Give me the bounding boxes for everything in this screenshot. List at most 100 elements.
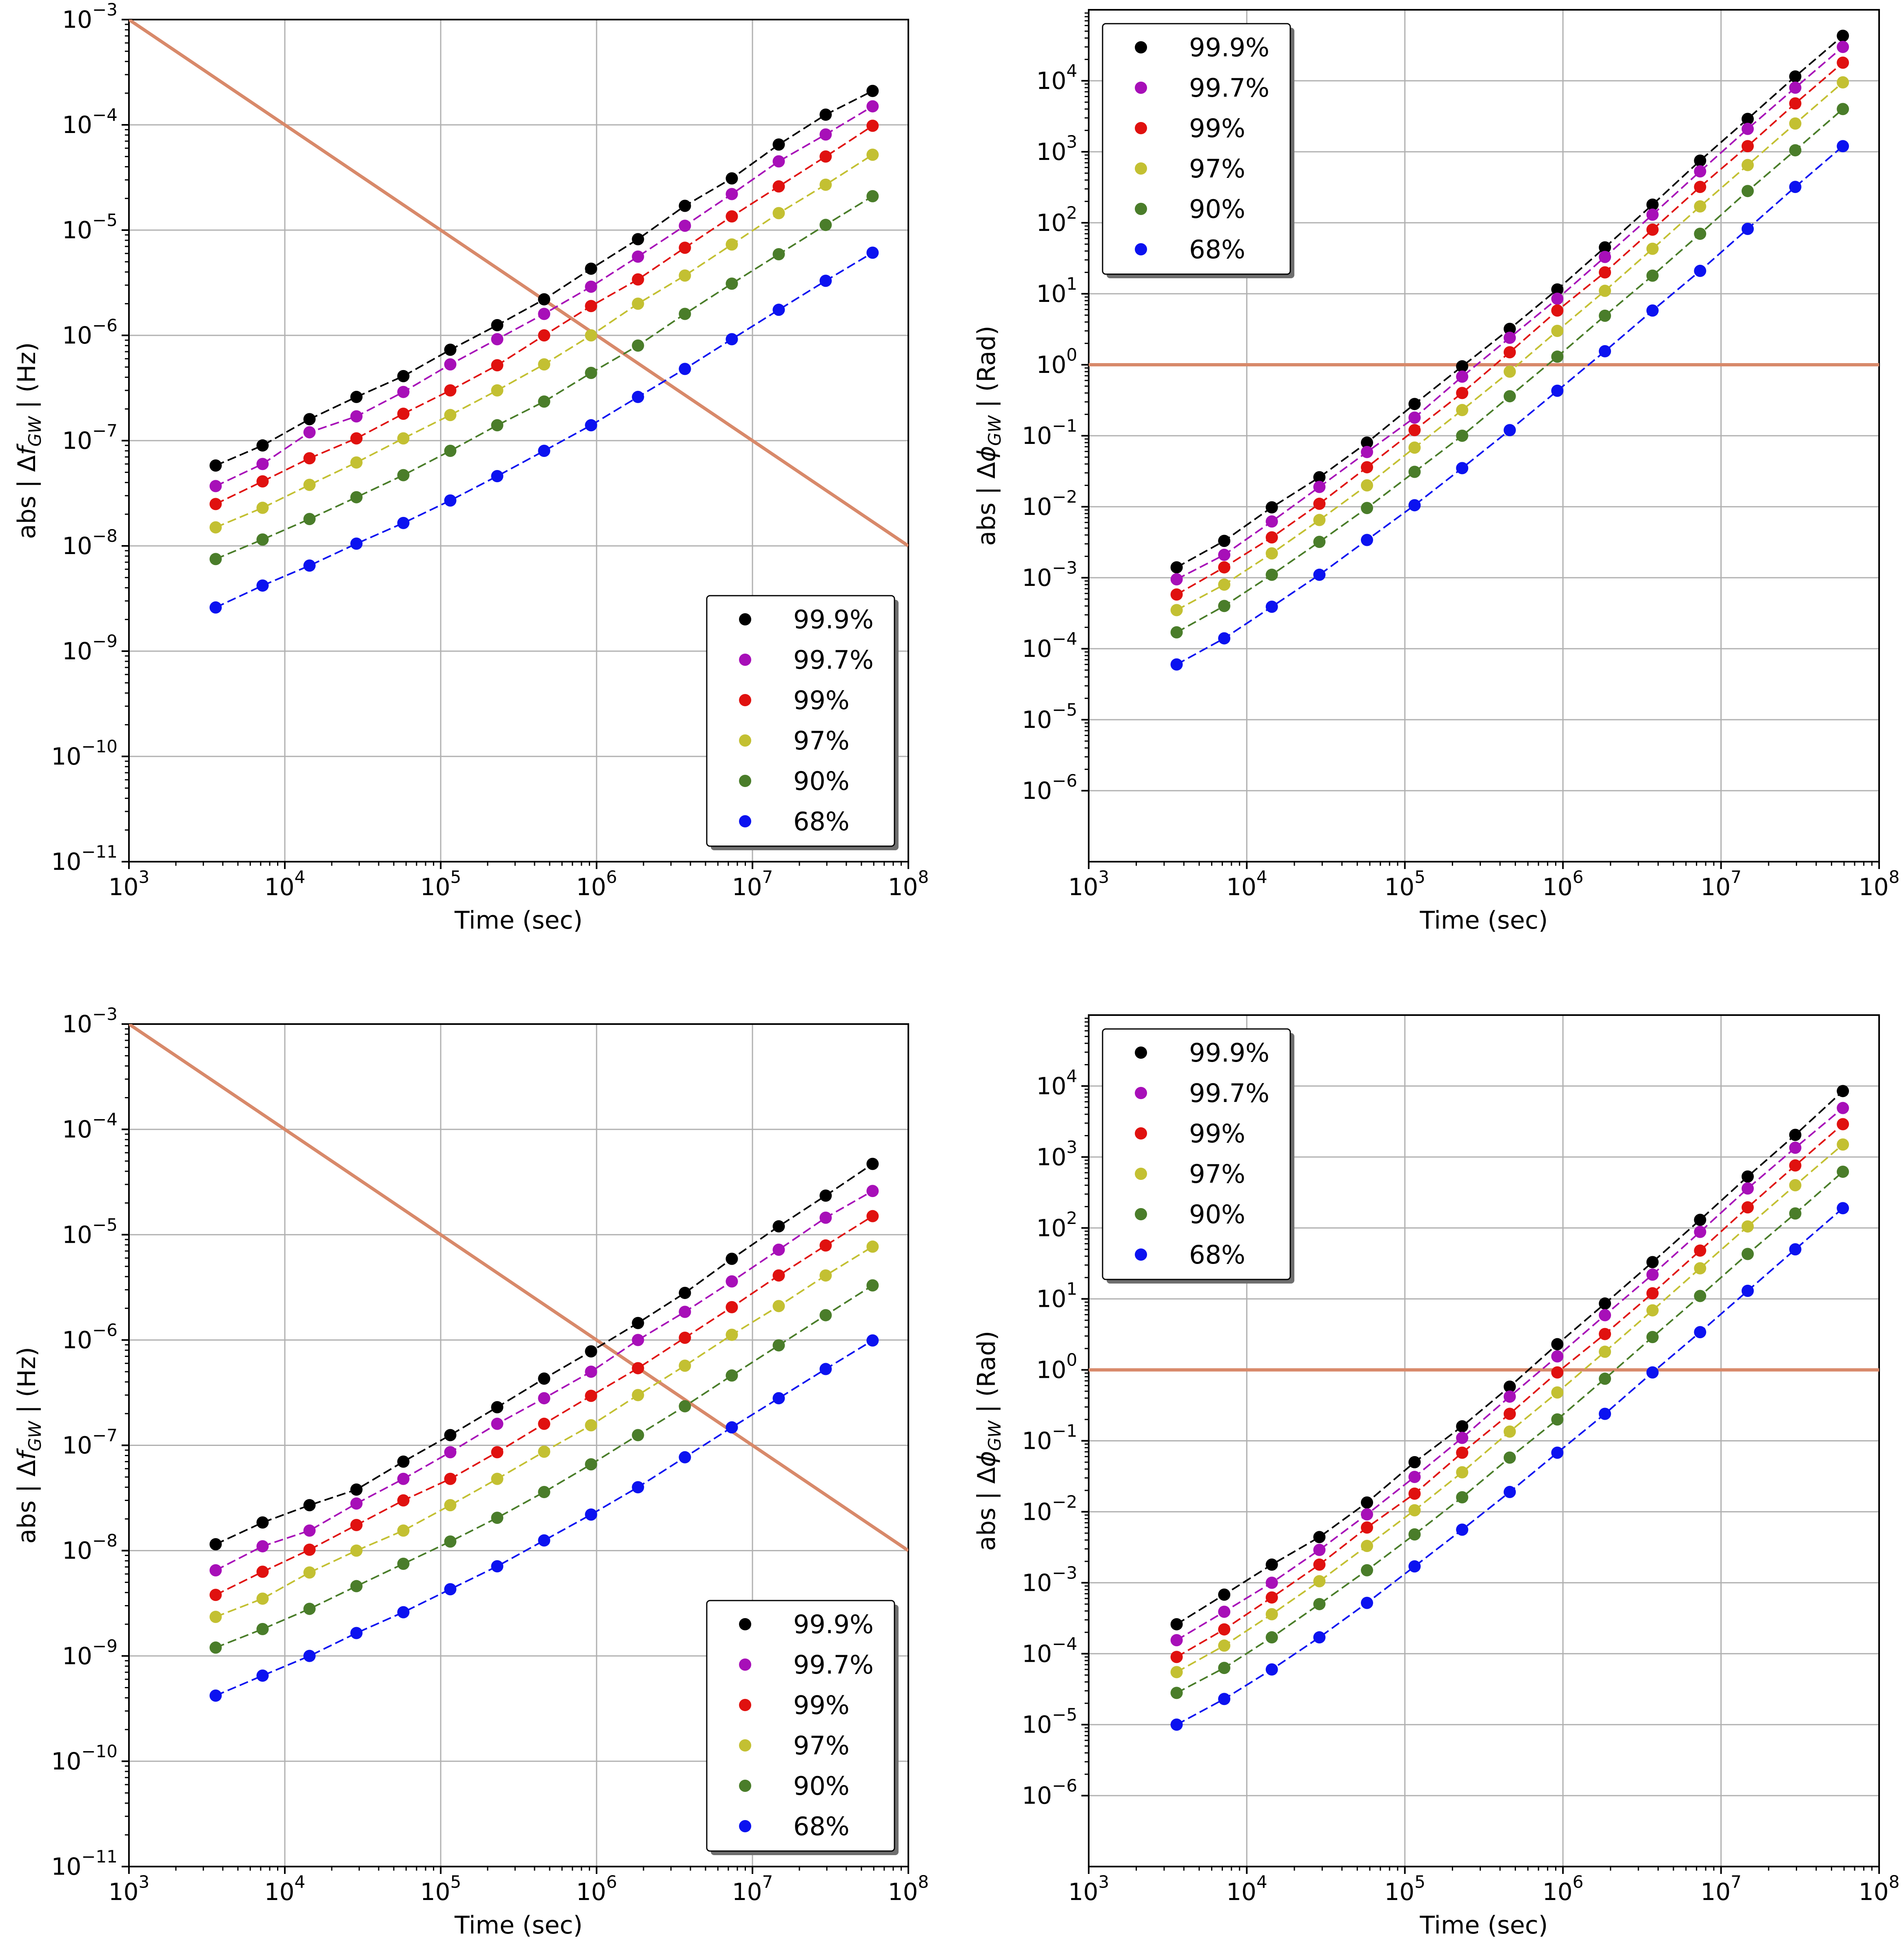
x-tick-label-base: 10	[1700, 1878, 1731, 1906]
y-tick-label: 103	[1036, 132, 1077, 166]
legend: 99.9% 99.7% 99% 97% 90% 68%	[706, 1600, 899, 1855]
data-point	[1456, 462, 1469, 474]
y-tick-label: 101	[1036, 274, 1077, 308]
data-point	[397, 1455, 410, 1468]
data-point	[679, 308, 691, 320]
data-point	[772, 155, 785, 168]
data-point	[866, 100, 879, 113]
data-point	[1789, 1129, 1802, 1141]
legend-label: 97%	[1189, 1159, 1245, 1189]
legend-label: 99.7%	[1189, 73, 1269, 103]
x-axis-label: Time (sec)	[454, 906, 583, 935]
data-point	[350, 1544, 363, 1557]
data-point	[866, 1240, 879, 1253]
data-point	[1170, 1651, 1183, 1663]
data-point	[1170, 1618, 1183, 1631]
data-point	[632, 250, 644, 263]
x-tick-label: 105	[1385, 1872, 1426, 1906]
data-point	[350, 1483, 363, 1496]
legend-marker	[739, 1820, 751, 1832]
x-tick-label-exponent: 4	[1256, 1872, 1267, 1892]
data-point	[350, 456, 363, 469]
data-point	[632, 1317, 644, 1329]
y-tick-label-exponent: −3	[1052, 558, 1077, 578]
y-tick-label-exponent: −5	[1052, 700, 1077, 720]
y-tick-label-base: 10	[62, 1432, 92, 1459]
data-point	[1360, 479, 1373, 492]
y-tick-label-base: 10	[51, 743, 82, 770]
data-point	[1313, 471, 1326, 483]
data-point	[1837, 103, 1849, 115]
y-tick-label: 102	[1036, 203, 1077, 237]
data-point	[772, 1269, 785, 1282]
data-point	[1503, 323, 1516, 335]
data-point	[1456, 360, 1469, 372]
data-point	[1503, 331, 1516, 344]
data-point	[1646, 198, 1659, 211]
data-point	[491, 1446, 504, 1459]
y-tick-label-base: 10	[1022, 1498, 1052, 1525]
legend: 99.9% 99.7% 99% 97% 90% 68%	[1102, 1028, 1294, 1284]
y-tick-label-base: 10	[62, 637, 92, 665]
y-tick-label: 10−5	[62, 210, 118, 244]
y-axis-label-subscript: GW	[985, 1420, 1005, 1451]
data-point	[491, 419, 504, 432]
y-tick-label: 10−8	[62, 526, 118, 560]
data-point	[726, 1253, 738, 1265]
y-axis-label-suffix: | (Rad)	[972, 1331, 1001, 1421]
legend-label: 68%	[793, 807, 850, 836]
data-point	[866, 246, 879, 259]
y-tick-label: 10−10	[51, 1741, 118, 1775]
data-point	[1551, 1386, 1564, 1399]
data-point	[866, 190, 879, 202]
y-axis-label-symbol: ϕ	[972, 446, 1001, 462]
legend-label: 90%	[1189, 1199, 1245, 1229]
legend-label: 68%	[1189, 235, 1245, 264]
x-tick-label: 106	[576, 1872, 617, 1906]
legend-label: 99.9%	[1189, 33, 1269, 62]
data-point	[819, 150, 832, 163]
data-point	[679, 242, 691, 254]
data-point	[209, 1564, 222, 1576]
data-point	[303, 426, 316, 439]
data-point	[1170, 573, 1183, 585]
x-tick-label: 103	[1068, 867, 1110, 901]
data-point	[1599, 266, 1611, 279]
x-tick-label-exponent: 7	[762, 1872, 773, 1892]
data-point	[1551, 324, 1564, 337]
data-point	[209, 521, 222, 534]
y-tick-label-exponent: −5	[92, 1215, 118, 1235]
data-point	[866, 120, 879, 132]
x-tick-label: 108	[888, 867, 929, 901]
data-point	[585, 1390, 597, 1402]
data-point	[1503, 424, 1516, 437]
data-point	[350, 1627, 363, 1639]
x-tick-label: 103	[109, 1872, 150, 1906]
legend-label: 99%	[1189, 113, 1245, 143]
data-point	[1408, 1560, 1421, 1573]
data-point	[866, 1157, 879, 1170]
data-point	[303, 1603, 316, 1615]
y-tick-label-exponent: −8	[92, 526, 118, 546]
data-point	[726, 1301, 738, 1313]
data-point	[632, 390, 644, 403]
y-tick-label-base: 10	[62, 1115, 92, 1143]
data-point	[1599, 309, 1611, 322]
x-tick-label-base: 10	[888, 873, 918, 901]
x-tick-label-exponent: 6	[606, 867, 617, 887]
y-tick-label-base: 10	[1036, 1214, 1066, 1242]
data-point	[1789, 1142, 1802, 1154]
data-point	[1456, 430, 1469, 442]
data-point	[1218, 1588, 1231, 1601]
y-tick-label: 10−3	[62, 1004, 118, 1038]
data-point	[1313, 568, 1326, 581]
x-tick-label-exponent: 8	[1889, 1872, 1900, 1892]
y-tick-label-exponent: −9	[92, 1636, 118, 1656]
data-point	[1456, 1491, 1469, 1503]
series-line-90%	[215, 1284, 873, 1649]
y-tick-label: 10−4	[1022, 1634, 1077, 1667]
data-point	[1599, 284, 1611, 297]
data-point	[1456, 387, 1469, 399]
y-tick-label-base: 10	[1036, 280, 1066, 308]
data-point	[256, 458, 269, 470]
